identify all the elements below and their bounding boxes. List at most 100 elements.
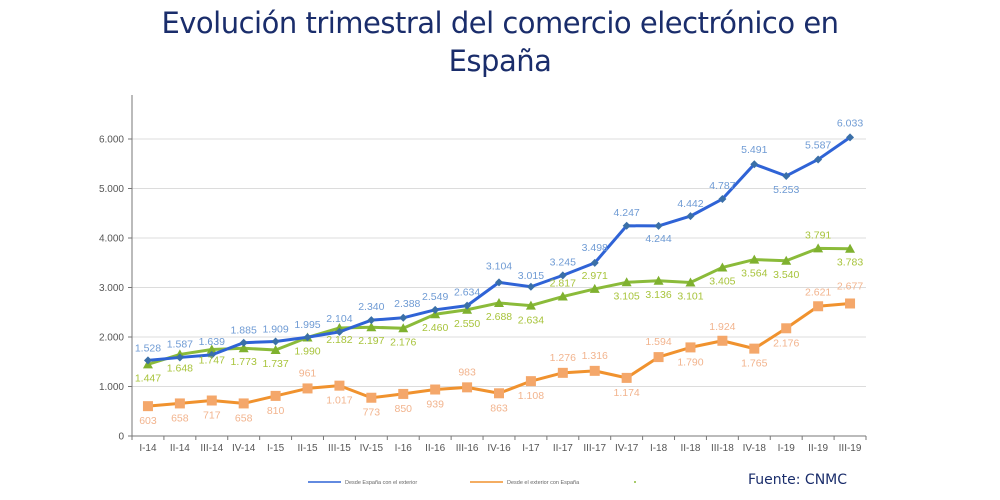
- data-point: [207, 350, 216, 359]
- data-label: 2.634: [454, 287, 480, 299]
- data-label: 1.316: [582, 350, 608, 362]
- x-tick-label: IV-15: [360, 443, 384, 454]
- data-point: [366, 392, 377, 403]
- data-label: 3.105: [614, 290, 640, 302]
- data-label: 1.594: [645, 336, 671, 348]
- data-point: [335, 327, 344, 336]
- x-tick-label: III-19: [839, 443, 862, 454]
- data-label: 5.587: [805, 139, 831, 151]
- data-label: 1.587: [167, 338, 193, 350]
- data-label: 4.442: [677, 198, 703, 210]
- data-label: 2.677: [837, 280, 863, 292]
- data-point: [653, 352, 664, 363]
- data-point: [717, 262, 728, 272]
- data-label: 1.990: [294, 345, 320, 357]
- data-point: [750, 160, 759, 169]
- data-label: 1.737: [262, 358, 288, 370]
- data-point: [366, 322, 377, 332]
- data-label: 939: [426, 399, 444, 411]
- data-label: 1.773: [231, 356, 257, 368]
- data-label: 3.101: [677, 291, 703, 303]
- data-point: [175, 353, 184, 362]
- data-point: [557, 367, 568, 378]
- data-label: 2.688: [486, 311, 512, 323]
- data-label: 1.747: [199, 355, 225, 367]
- source-note: Fuente: CNMC: [748, 472, 848, 488]
- data-point: [749, 254, 760, 264]
- data-point: [590, 258, 599, 267]
- data-point: [206, 395, 217, 406]
- data-point: [367, 316, 376, 325]
- data-point: [781, 255, 792, 265]
- data-label: 3.015: [518, 270, 544, 282]
- data-point: [143, 356, 152, 365]
- data-point: [303, 333, 312, 342]
- data-label: 1.447: [135, 372, 161, 384]
- data-label: 3.791: [805, 229, 831, 241]
- x-tick-label: IV-17: [615, 443, 639, 454]
- data-label: 3.783: [837, 257, 863, 269]
- data-label: 3.564: [741, 268, 767, 280]
- data-label: 2.176: [773, 337, 799, 349]
- data-point: [685, 277, 696, 287]
- data-point: [557, 291, 568, 301]
- data-point: [238, 343, 249, 353]
- data-point: [495, 278, 503, 287]
- data-point: [525, 376, 536, 387]
- x-tick-label: II-15: [298, 443, 318, 454]
- data-label: 2.549: [422, 291, 448, 303]
- data-label: 5.253: [773, 184, 799, 196]
- data-point: [621, 372, 632, 383]
- chart-title-line2: España: [448, 44, 552, 78]
- data-point: [717, 335, 728, 346]
- data-point: [238, 398, 249, 409]
- data-point: [302, 383, 313, 394]
- data-label: 2.176: [390, 336, 416, 348]
- data-point: [749, 343, 760, 354]
- data-label: 1.108: [518, 390, 544, 402]
- x-tick-label: I-14: [139, 443, 157, 454]
- data-point: [462, 382, 473, 393]
- data-point: [686, 212, 695, 221]
- data-label: 3.136: [645, 289, 671, 301]
- y-tick-label: 6.000: [99, 135, 124, 146]
- data-label: 2.340: [358, 301, 384, 313]
- data-label: 1.639: [199, 336, 225, 348]
- data-point: [463, 301, 472, 310]
- data-label: 3.245: [550, 256, 576, 268]
- data-point: [270, 390, 281, 401]
- y-tick-label: 4.000: [99, 234, 124, 245]
- x-tick-label: I-17: [522, 443, 540, 454]
- data-label: 1.790: [677, 356, 703, 368]
- legend-label-1: Desde España con el exterior: [345, 480, 417, 486]
- data-label: 1.765: [741, 358, 767, 370]
- data-label: 1.174: [614, 387, 640, 399]
- data-point: [813, 301, 824, 312]
- x-tick-label: III-15: [328, 443, 351, 454]
- x-tick-label: IV-16: [487, 443, 511, 454]
- data-label: 2.460: [422, 322, 448, 334]
- x-tick-label: II-19: [808, 443, 828, 454]
- x-tick-label: II-14: [170, 443, 190, 454]
- data-label: 1.276: [550, 352, 576, 364]
- data-label: 1.528: [135, 342, 161, 354]
- x-tick-label: IV-14: [232, 443, 256, 454]
- x-tick-label: I-19: [778, 443, 796, 454]
- x-tick-label: III-18: [711, 443, 734, 454]
- data-point: [270, 345, 281, 355]
- x-tick-label: III-17: [583, 443, 606, 454]
- data-label: 2.197: [358, 335, 384, 347]
- data-label: 863: [490, 402, 508, 414]
- data-label: 2.182: [326, 334, 352, 346]
- data-point: [526, 282, 535, 291]
- data-label: 4.787: [709, 180, 735, 192]
- legend-label-2: Desde el exterior con España: [507, 480, 580, 486]
- data-point: [174, 398, 185, 409]
- data-point: [654, 221, 663, 230]
- data-point: [494, 297, 504, 307]
- data-point: [589, 283, 600, 293]
- x-tick-label: I-18: [650, 443, 668, 454]
- data-label: 2.550: [454, 318, 480, 330]
- y-tick-label: 1.000: [99, 382, 124, 393]
